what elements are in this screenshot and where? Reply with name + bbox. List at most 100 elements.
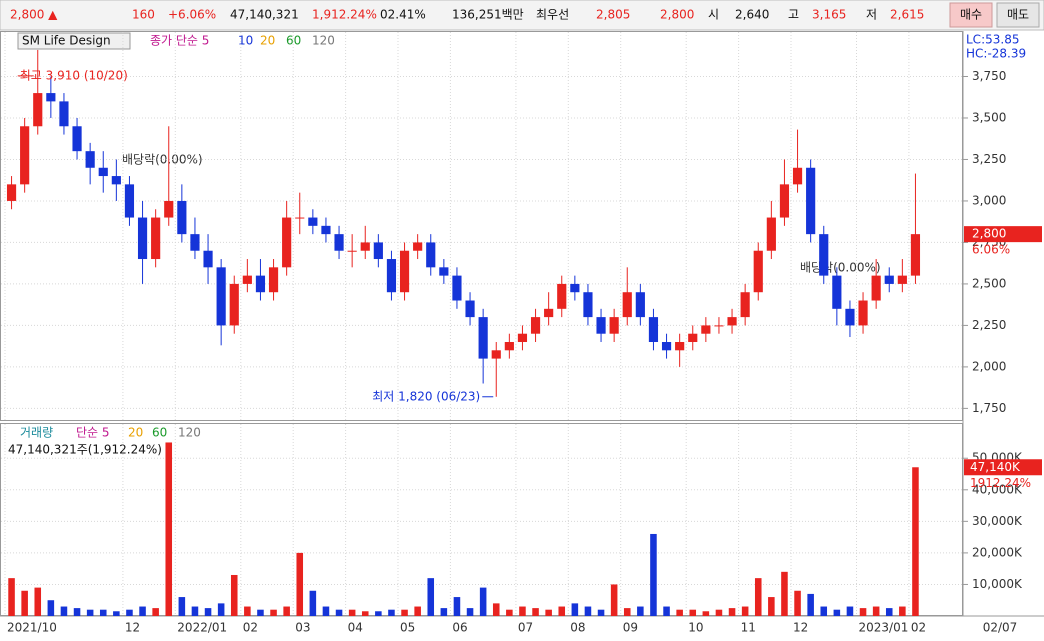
volume-bar [283,606,290,616]
low: 2,615 [890,8,924,22]
x-tick-label: 2023/01 [859,621,909,635]
volume-bar [519,606,526,616]
volume-bar [440,608,448,616]
sell-label[interactable]: 매도 [1007,8,1029,22]
candle-body [910,234,921,276]
legend-period: 120 [312,34,335,48]
candle-body [661,342,672,351]
volume-bar [73,608,81,616]
candle-body [124,184,135,218]
volume-bar [427,578,435,616]
volume-pct: 1,912.24% [312,8,377,22]
candle-body [6,184,17,201]
candle-body [137,217,148,260]
volume-bar [899,606,906,616]
end-date: 02/07 [983,621,1018,635]
x-tick-label: 04 [348,621,363,635]
volume-badge [964,459,1042,476]
high-label: 고 [788,8,799,22]
volume-bar [479,587,487,616]
volume-bar [178,597,186,616]
candle-body [229,283,239,326]
volume-bar [781,571,788,616]
candle-body [399,250,410,293]
volume-bar [532,608,539,616]
x-tick-label: 06 [452,621,467,635]
volume-bar [676,609,683,616]
candle-body [832,275,842,309]
candle-body [753,250,763,293]
candle-body [714,325,724,327]
volume-bar [217,603,225,616]
volume-bar [584,606,592,616]
last-price: 2,800 [972,227,1006,241]
x-tick-label: 07 [518,621,533,635]
volume-bar [126,609,133,616]
candle-body [819,234,829,276]
candle-body [72,126,82,152]
candle-body [295,217,305,219]
lc: LC:53.85 [966,33,1019,47]
low-label: 저 [866,8,877,22]
volume-bar [492,603,500,616]
buy-label[interactable]: 매수 [960,8,982,22]
y-tick-label: 3,250 [972,152,1006,166]
candle-body [268,267,279,293]
volume-bar [414,606,421,616]
y-tick-label: 20,000K [972,545,1023,559]
low-note: 최저 1,820 (06/23) [372,389,480,403]
x-tick-label: 12 [125,621,140,635]
volume-bar [361,611,369,616]
candle-body [20,126,30,185]
x-tick-label: 10 [688,621,703,635]
sell-button[interactable] [996,2,1040,28]
volume-bar [296,552,304,616]
candle-body [33,93,43,127]
volume-bar [872,606,880,616]
volume-bar [322,606,330,616]
candle-body [203,250,213,268]
candle-body [478,317,488,359]
volume-bar [230,574,238,616]
candle-body [386,259,397,293]
volume-bar [912,467,919,616]
candle-body [347,250,357,252]
amount: 136,251백만 [452,8,524,22]
chart-title: SM Life Design [22,34,111,48]
volume-bar [833,609,841,616]
high: 3,165 [812,8,846,22]
legend-period: 60 [286,34,301,48]
volume-bar [637,606,644,616]
volume-bar [715,609,723,616]
candle-body [151,217,161,260]
high-note: 최고 3,910 (10/20) [20,68,128,82]
candle-body [282,217,292,268]
volume-bar [768,597,775,616]
candle-body [766,217,776,251]
candle-body [740,292,750,318]
title-box [17,32,131,50]
candle-body [648,317,659,343]
price-badge [964,226,1042,243]
y-tick-label: 2,500 [972,276,1006,290]
volume-bar [309,590,317,616]
candle-body [897,275,907,284]
x-tick-label: 08 [570,621,585,635]
legend-label: 종가 단순 5 [150,34,209,48]
candle-body [111,176,121,185]
turnover: 02.41% [380,8,426,22]
volume-bar [466,608,474,616]
y-tick-label: 3,500 [972,110,1006,124]
buy-button[interactable] [949,2,993,28]
y-tick-label: 10,000K [972,577,1023,591]
volume-bar [8,578,15,616]
x-tick-label: 2022/01 [177,621,227,635]
candle-body [675,342,685,351]
candle-body [255,275,266,293]
x-tick-label: 09 [623,621,638,635]
candle-body [308,217,318,226]
candle-body [845,308,855,326]
candle-body [884,275,894,284]
bid: 2,800 [660,8,694,22]
dividend-note: 배당락(0.00%) [800,261,881,275]
